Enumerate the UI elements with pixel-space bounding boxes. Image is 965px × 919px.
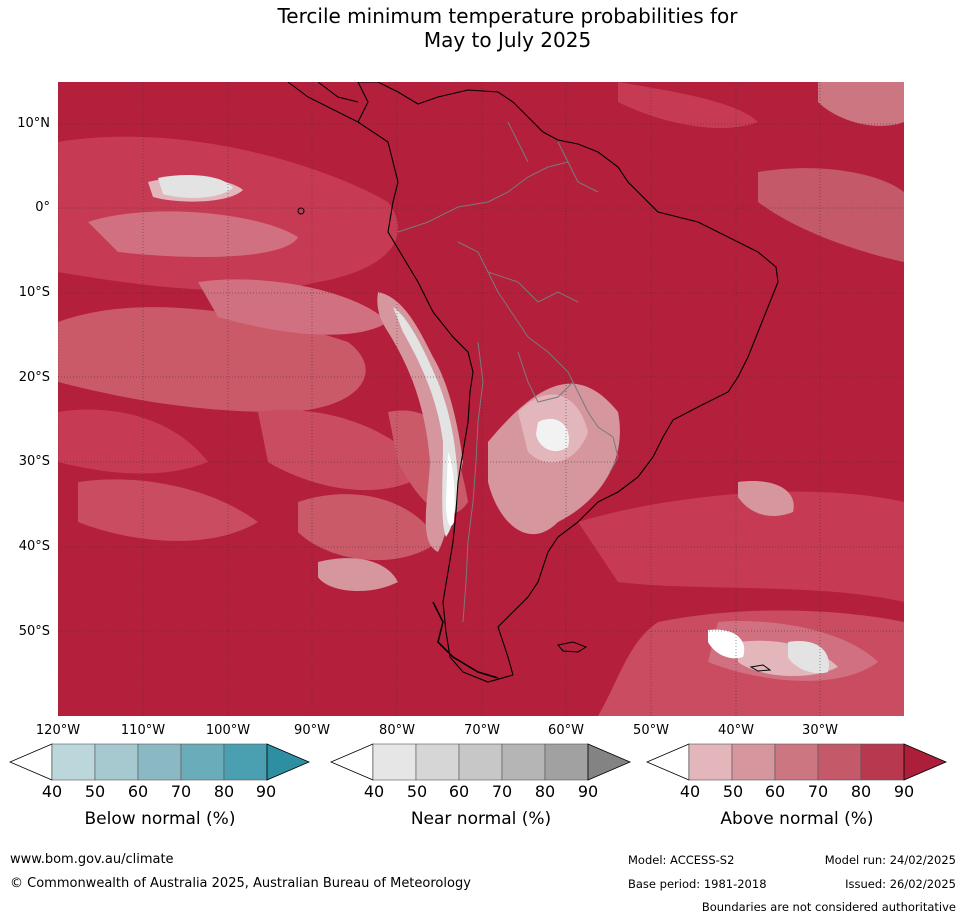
lat-label-0: 0°	[35, 200, 50, 215]
near-tick-90: 90	[577, 782, 599, 801]
copyright-text: © Commonwealth of Australia 2025, Austra…	[10, 876, 471, 891]
lon-label-120w: 120°W	[35, 723, 81, 738]
near-tick-60: 60	[448, 782, 470, 801]
near-tick-80: 80	[534, 782, 556, 801]
tierra-del-fuego-outline	[432, 601, 499, 679]
near-swatch-3	[501, 743, 546, 781]
above-tick-80: 80	[850, 782, 872, 801]
lon-label-50w: 50°W	[633, 723, 669, 738]
above-tick-40: 40	[679, 782, 701, 801]
graticule	[58, 82, 904, 716]
lon-label-40w: 40°W	[718, 723, 754, 738]
lat-label-40s: 40°S	[18, 539, 50, 554]
near-swatch-1	[415, 743, 460, 781]
near-tick-70: 70	[491, 782, 513, 801]
above-swatch-1	[731, 743, 776, 781]
probability-map	[58, 82, 904, 716]
below-tick-40: 40	[41, 782, 63, 801]
above-swatch-4	[860, 743, 905, 781]
website-link[interactable]: www.bom.gov.au/climate	[10, 852, 174, 867]
below-swatch-2	[137, 743, 182, 781]
colorbar-above-normal	[645, 742, 949, 786]
lon-label-70w: 70°W	[464, 723, 500, 738]
below-tick-90: 90	[255, 782, 277, 801]
near-arrow-low	[329, 743, 374, 781]
lon-label-90w: 90°W	[294, 723, 330, 738]
near-swatch-4	[544, 743, 589, 781]
below-swatch-0	[51, 743, 96, 781]
above-swatch-3	[817, 743, 862, 781]
near-tick-50: 50	[406, 782, 428, 801]
colorbar-near-normal	[329, 742, 633, 786]
above-tick-50: 50	[722, 782, 744, 801]
colorbar-near-graphic	[329, 743, 632, 781]
lat-label-20s: 20°S	[18, 370, 50, 385]
near-swatch-0	[372, 743, 417, 781]
near-normal-label: Near normal (%)	[410, 809, 552, 829]
map-canvas	[58, 82, 904, 716]
lon-label-30w: 30°W	[802, 723, 838, 738]
map-title-line1: Tercile minimum temperature probabilitie…	[277, 4, 738, 28]
below-tick-50: 50	[84, 782, 106, 801]
country-borders	[397, 121, 619, 623]
lon-label-100w: 100°W	[205, 723, 251, 738]
map-title: Tercile minimum temperature probabilitie…	[0, 4, 965, 52]
probability-contours	[58, 82, 904, 716]
near-arrow-high	[587, 743, 632, 781]
above-swatch-2	[774, 743, 819, 781]
near-tick-40: 40	[363, 782, 385, 801]
boundaries-disclaimer: Boundaries are not considered authoritat…	[701, 900, 956, 914]
above-arrow-low	[645, 743, 690, 781]
lon-label-110w: 110°W	[120, 723, 166, 738]
above-tick-90: 90	[893, 782, 915, 801]
south-america-coastline	[357, 82, 779, 683]
above-tick-70: 70	[807, 782, 829, 801]
lat-label-30s: 30°S	[18, 454, 50, 469]
below-swatch-3	[180, 743, 225, 781]
lon-label-80w: 80°W	[379, 723, 415, 738]
below-normal-label: Below normal (%)	[84, 809, 236, 829]
colorbar-below-graphic	[8, 743, 311, 781]
above-swatch-0	[688, 743, 733, 781]
lat-label-10s: 10°S	[18, 285, 50, 300]
below-tick-70: 70	[170, 782, 192, 801]
lat-label-50s: 50°S	[18, 624, 50, 639]
below-swatch-1	[94, 743, 139, 781]
above-tick-60: 60	[764, 782, 786, 801]
below-arrow-low	[8, 743, 53, 781]
issued-date: Issued: 26/02/2025	[845, 877, 956, 891]
base-period: Base period: 1981-2018	[628, 877, 767, 891]
lat-label-10n: 10°N	[17, 116, 50, 131]
map-title-line2: May to July 2025	[423, 28, 592, 52]
galapagos-outline	[297, 207, 305, 215]
below-tick-60: 60	[127, 782, 149, 801]
above-arrow-high	[903, 743, 948, 781]
south-georgia-outline	[749, 664, 772, 672]
below-arrow-high	[266, 743, 311, 781]
model-name: Model: ACCESS-S2	[628, 853, 735, 867]
colorbar-above-graphic	[645, 743, 948, 781]
near-swatch-2	[458, 743, 503, 781]
lon-label-60w: 60°W	[548, 723, 584, 738]
below-swatch-4	[223, 743, 268, 781]
model-run-date: Model run: 24/02/2025	[824, 853, 956, 867]
falklands-outline	[557, 641, 588, 653]
colorbar-below-normal	[8, 742, 312, 786]
above-normal-label: Above normal (%)	[720, 809, 874, 829]
below-tick-80: 80	[213, 782, 235, 801]
central-america-coastline	[287, 82, 359, 123]
